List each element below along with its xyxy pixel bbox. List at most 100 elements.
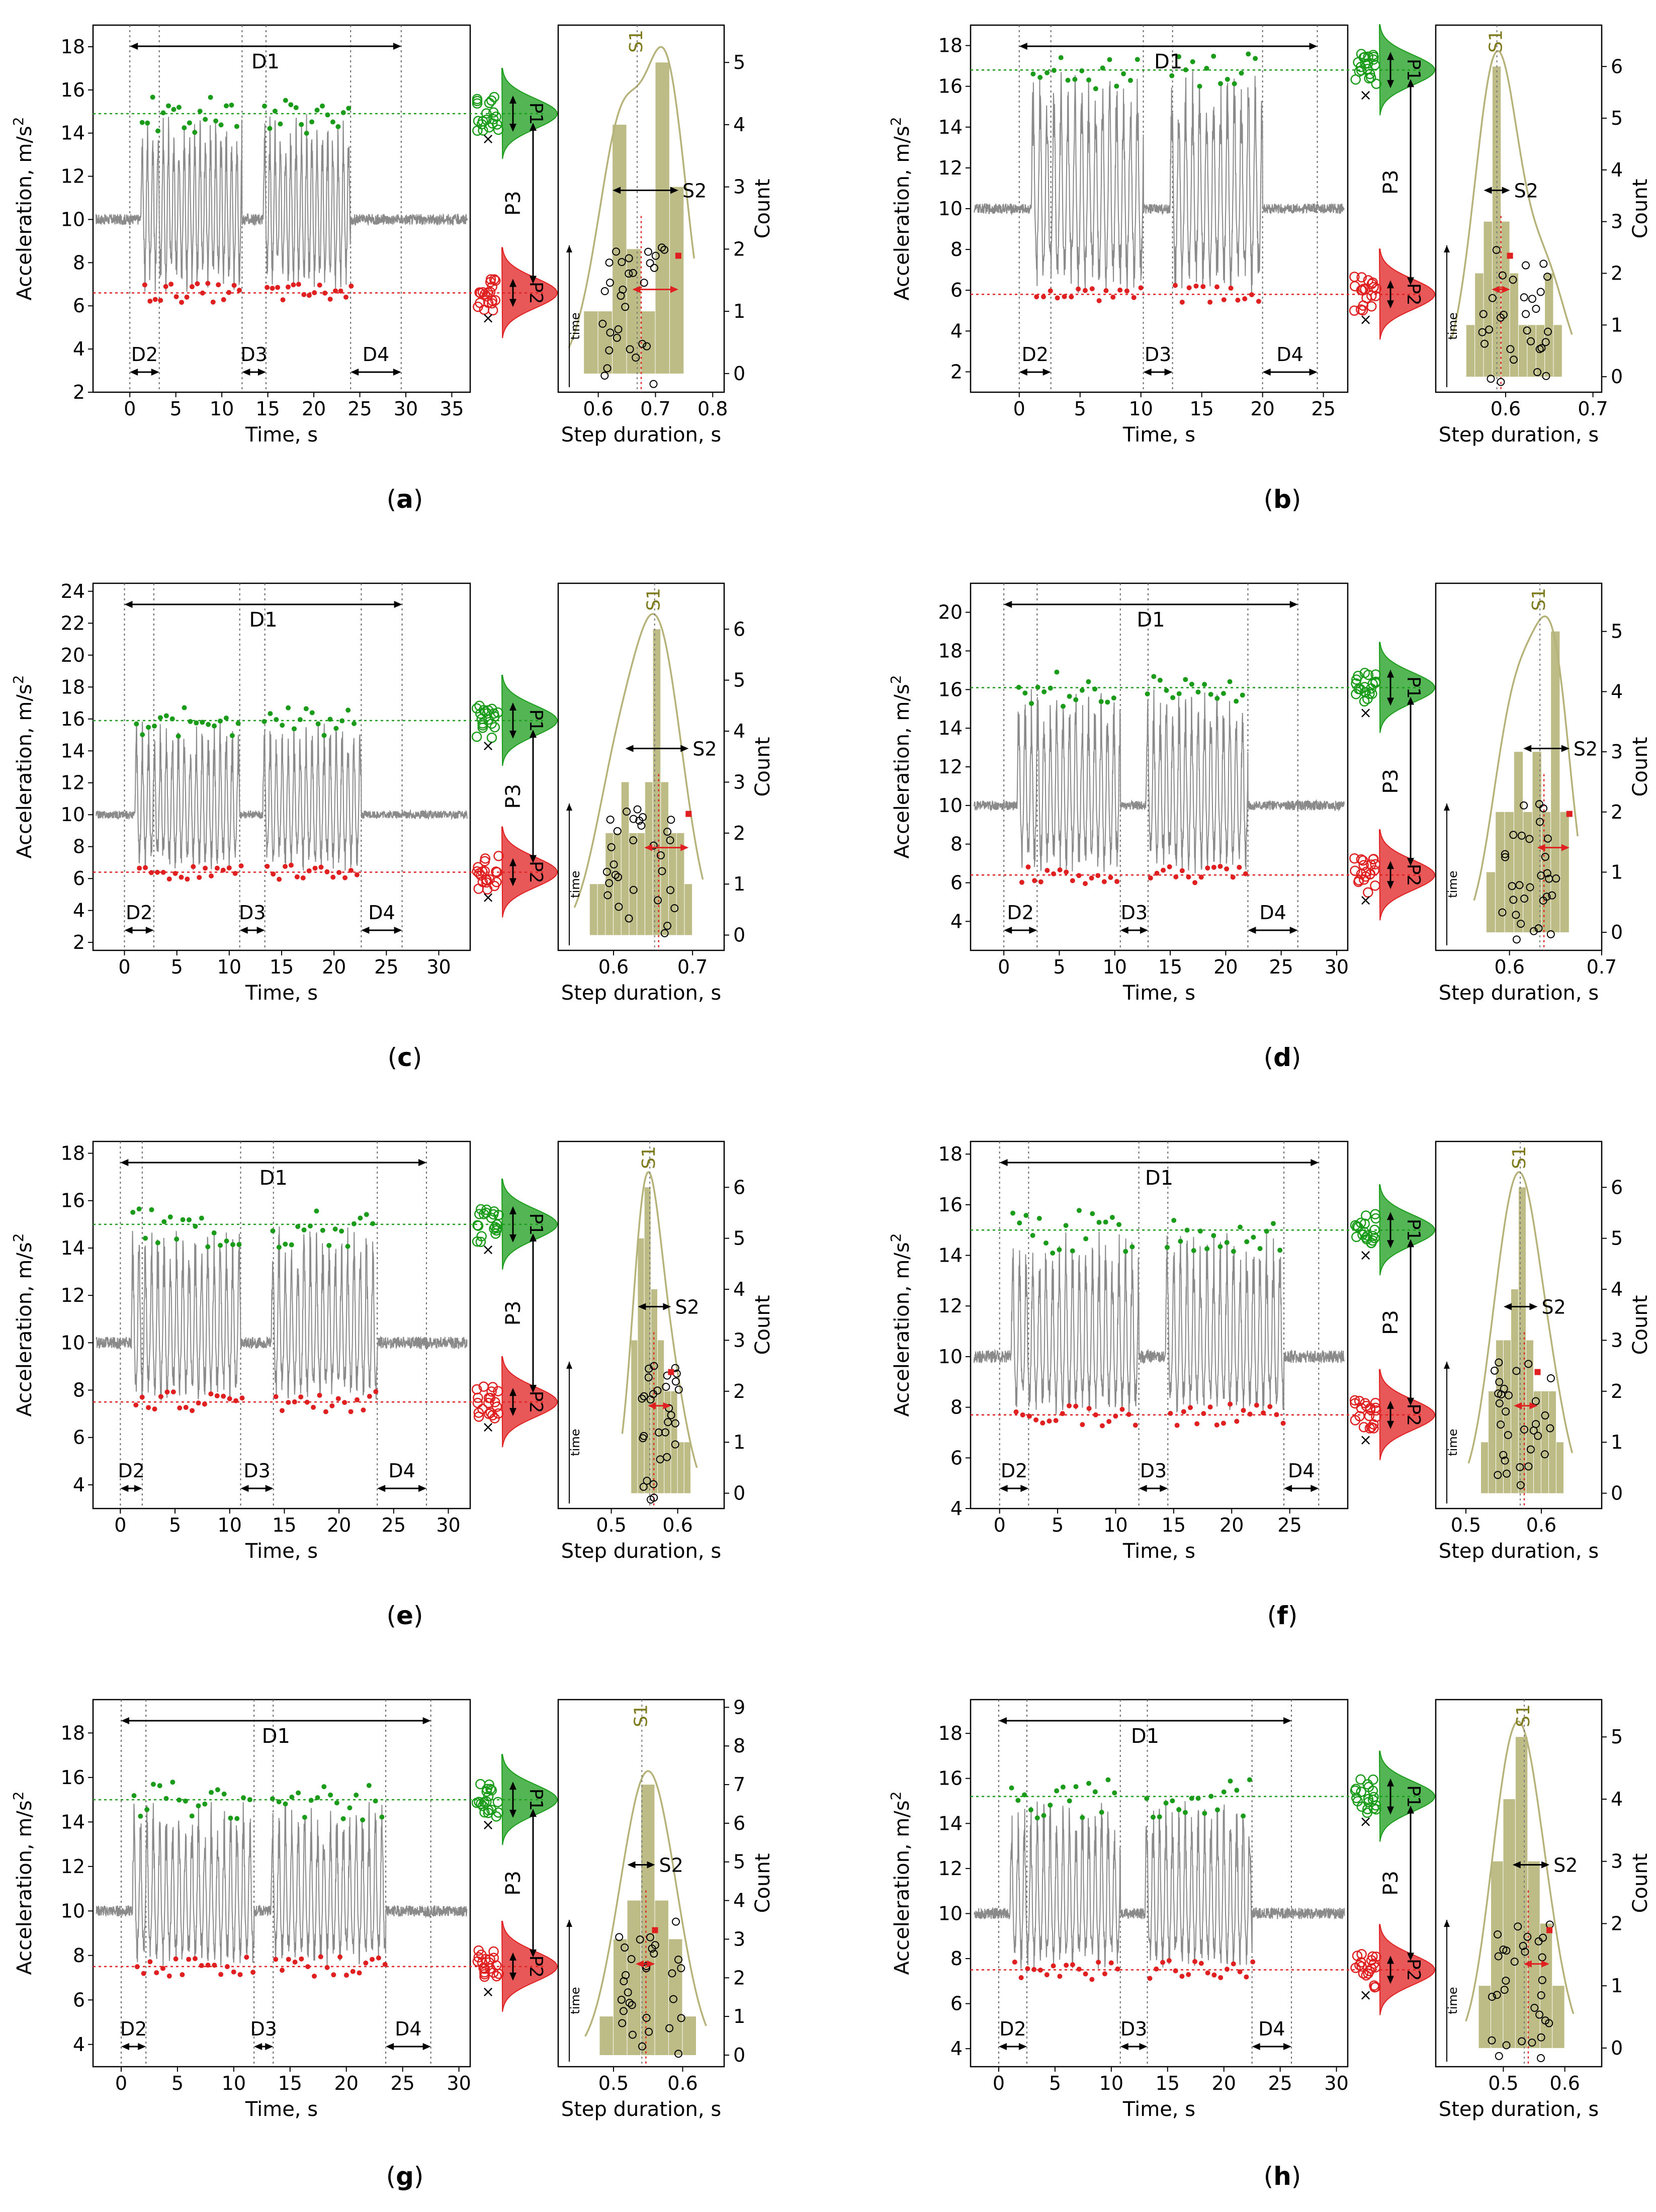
p2-distribution-point: [1367, 1951, 1378, 1962]
lower-peak-marker: [1274, 1412, 1279, 1418]
upper-peak-marker: [1197, 1228, 1203, 1234]
lower-peak-marker: [1267, 1404, 1273, 1409]
acc-axes-frame: [970, 1699, 1349, 2068]
histogram-bar: [1504, 1340, 1511, 1493]
histogram-bar: [682, 2016, 696, 2055]
lower-peak-marker: [1167, 864, 1172, 869]
d3-arrow-head-right: [1140, 927, 1148, 934]
red-range-arrow-head-left: [1537, 844, 1545, 851]
p1-distribution-point: [1361, 1234, 1372, 1245]
acc-y-tick-label: 22: [61, 612, 85, 634]
upper-peak-marker: [299, 122, 304, 127]
lower-peak-marker: [1241, 1407, 1246, 1413]
upper-peak-marker: [320, 103, 325, 109]
acc-x-tick-label: 10: [210, 398, 234, 420]
upper-peak-marker: [1072, 76, 1078, 82]
step-duration-point: [1533, 368, 1542, 377]
p2-distribution-point: [474, 287, 485, 298]
p1-label: P1: [1403, 1785, 1424, 1808]
step-duration-point: [1520, 293, 1528, 302]
acc-x-tick-label: 0: [118, 956, 130, 978]
lower-peak-marker: [1228, 1401, 1233, 1407]
upper-peak-marker: [1178, 1238, 1183, 1244]
acc-x-tick-label: 0: [1013, 398, 1025, 420]
upper-peak-marker: [1244, 1239, 1250, 1245]
p1-label: P1: [1403, 676, 1424, 699]
lower-peak-marker: [189, 284, 195, 290]
acc-y-tick-label: 12: [61, 165, 85, 188]
histogram-bar: [1541, 1391, 1548, 1493]
lower-peak-marker: [221, 1393, 226, 1399]
acc-y-tick-label: 4: [950, 1497, 963, 1520]
lower-peak-marker: [1034, 294, 1039, 300]
p3-arrow-head-bottom: [530, 1949, 537, 1958]
step-duration-point: [1522, 261, 1530, 270]
hist-y-tick-label: 0: [1611, 921, 1623, 943]
acc-y-tick-label: 10: [61, 804, 85, 826]
step-duration-point: [1525, 835, 1534, 843]
lower-peak-marker: [250, 1970, 256, 1975]
p2-arrow-head-bottom: [509, 1408, 516, 1417]
lower-peak-marker: [301, 292, 307, 297]
p1-arrow-head-top: [509, 702, 516, 711]
lower-peak-marker: [199, 1963, 204, 1968]
histogram-bar: [669, 833, 676, 935]
upper-peak-marker: [1067, 693, 1072, 699]
step-duration-point: [615, 903, 623, 911]
lower-peak-marker: [154, 1970, 159, 1976]
time-arrow-label: time: [1446, 870, 1460, 898]
step-duration-point: [1497, 313, 1505, 322]
hist-y-tick-label: 2: [1611, 1380, 1623, 1402]
lower-peak-marker: [1124, 288, 1129, 294]
lower-peak-marker: [322, 290, 328, 296]
step-duration-point: [643, 342, 651, 350]
upper-peak-marker: [144, 1807, 150, 1812]
p2-outlier-marker: ×: [482, 889, 494, 906]
upper-peak-marker: [146, 725, 151, 730]
lower-peak-marker: [179, 874, 184, 880]
acc-x-axis-label: Time, s: [245, 423, 318, 447]
upper-peak-marker: [1050, 1250, 1056, 1256]
p1-density-curve: [1378, 642, 1436, 733]
hist-x-axis-label: Step duration, s: [561, 982, 721, 1005]
upper-peak-marker: [1112, 1790, 1117, 1796]
lower-peak-marker: [270, 286, 275, 291]
time-arrow-head: [1444, 1920, 1450, 1927]
d4-label: D4: [1259, 902, 1286, 924]
p3-label: P3: [502, 784, 525, 809]
step-duration-point: [625, 1998, 634, 2007]
step-duration-point: [1494, 1952, 1503, 1961]
lower-peak-marker: [342, 1400, 347, 1405]
step-duration-point: [628, 2030, 637, 2039]
d1-label: D1: [1131, 1725, 1159, 1748]
histogram-bar: [1466, 325, 1475, 377]
step-duration-point: [1494, 1930, 1502, 1938]
upper-peak-marker: [1060, 1784, 1066, 1790]
p1-arrow-head-bottom: [509, 1234, 516, 1243]
acc-y-tick-label: 8: [73, 836, 85, 858]
step-duration-point: [1501, 853, 1510, 861]
step-duration-point: [1509, 896, 1518, 904]
s1-label: S1: [1513, 1704, 1534, 1727]
d3-label: D3: [1120, 2018, 1147, 2040]
p2-distribution-point: [1365, 1404, 1376, 1415]
acc-y-tick-label: 6: [73, 867, 85, 890]
upper-peak-marker: [150, 1782, 156, 1787]
step-duration-point: [1534, 1432, 1542, 1440]
acc-y-tick-label: 6: [73, 1427, 85, 1449]
upper-peak-marker: [1239, 70, 1244, 76]
step-duration-point: [633, 805, 642, 814]
acceleration-signal-line: [974, 1799, 1345, 1969]
upper-peak-marker: [228, 1815, 233, 1821]
step-duration-point: [1539, 259, 1548, 268]
acc-y-tick-label: 14: [61, 1811, 85, 1833]
step-duration-point: [603, 891, 612, 900]
p1-distribution-point: [1363, 1794, 1374, 1804]
kde-curve: [1465, 1720, 1575, 2022]
step-duration-point: [1543, 327, 1552, 336]
acc-x-tick-label: 25: [1311, 398, 1335, 420]
p1-distribution-point: [1353, 670, 1363, 681]
d4-arrow-head-right: [422, 2043, 431, 2050]
hist-y-tick-label: 3: [1611, 1850, 1623, 1873]
p1-label: P1: [526, 1789, 546, 1811]
